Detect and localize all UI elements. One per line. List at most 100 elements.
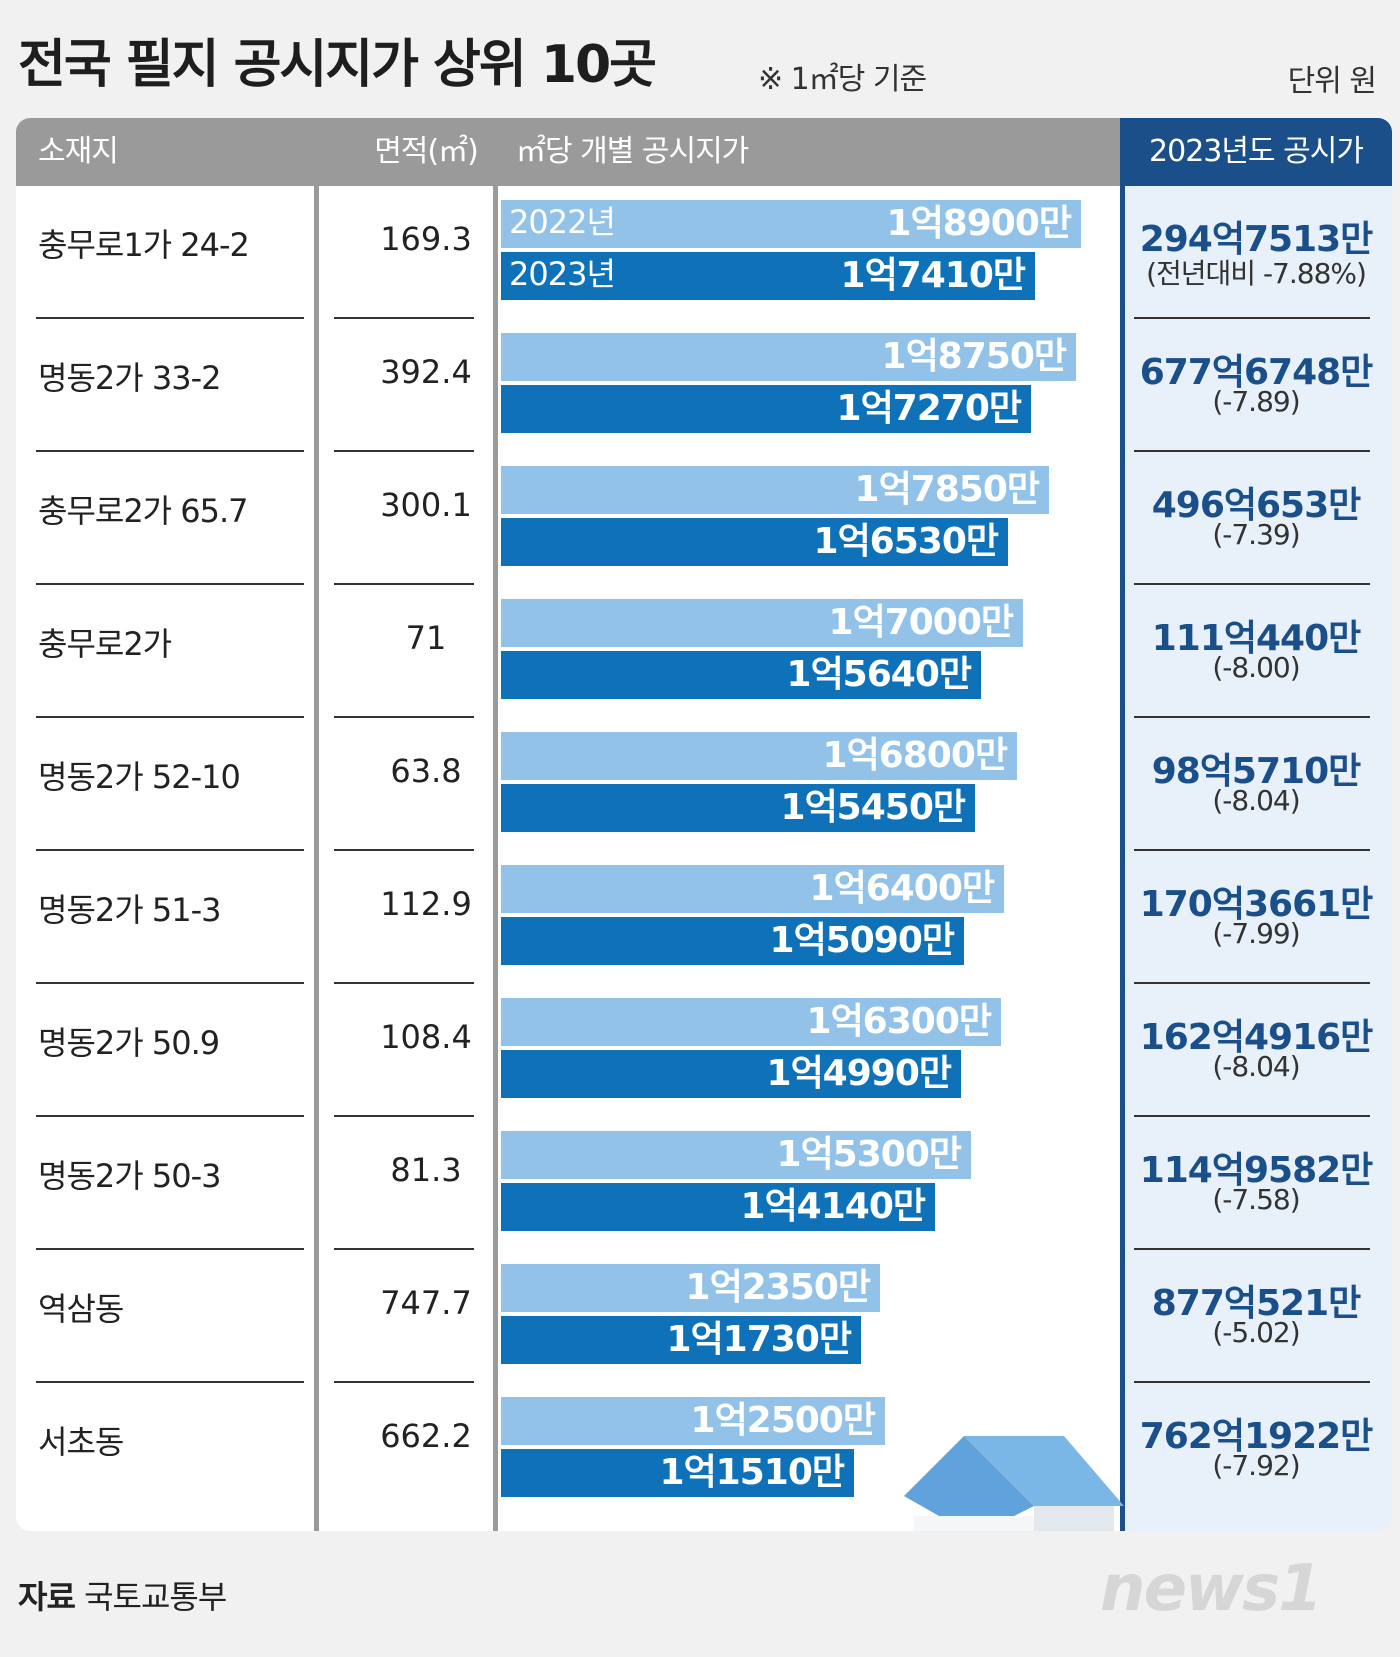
row-divider-location	[36, 716, 304, 718]
unit-label: 단위 원	[1287, 64, 1377, 99]
price-change: (-7.92)	[1212, 1449, 1300, 1482]
location-cell: 역삼동	[38, 1290, 124, 1328]
price-total: 162억4916만	[1139, 1017, 1374, 1058]
location-cell: 명동2가 52-10	[38, 758, 241, 796]
location-cell: 충무로2가 65.7	[38, 492, 249, 530]
header-price-2023: 2023년도 공시가	[1120, 118, 1392, 186]
price-change: (-7.39)	[1212, 518, 1300, 551]
row-divider-price	[1134, 1248, 1370, 1250]
bar-2022-label: 1억7850만	[854, 469, 1040, 510]
row-divider-location	[36, 982, 304, 984]
location-cell: 명동2가 50.9	[38, 1024, 220, 1062]
column-divider-2	[493, 186, 498, 1531]
table-row: 충무로2가 71 1억7000만 1억5640만 111억440만 (-8.00)	[16, 585, 1392, 718]
table-panel: 소재지 면적(㎡) ㎡당 개별 공시지가 2023년도 공시가 충무로1가 24…	[16, 118, 1392, 1531]
row-divider-location	[36, 583, 304, 585]
row-divider-price	[1134, 1115, 1370, 1117]
area-cell: 112.9	[380, 885, 472, 923]
bar-2023: 1억1730만	[501, 1316, 861, 1364]
row-divider-area	[334, 317, 474, 319]
header-location: 소재지	[38, 134, 119, 169]
row-divider-area	[334, 1248, 474, 1250]
bar-2022-label: 1억6400만	[809, 868, 995, 909]
legend-2023: 2023년	[509, 255, 616, 293]
row-divider-location	[36, 1381, 304, 1383]
location-cell: 서초동	[38, 1423, 124, 1461]
chart-title: 전국 필지 공시지가 상위 10곳	[18, 35, 657, 95]
bar-2023-label: 1억7270만	[836, 388, 1022, 429]
area-cell: 63.8	[390, 752, 462, 790]
bar-2023-label: 1억6530만	[813, 521, 999, 562]
price-total: 114억9582만	[1139, 1150, 1374, 1191]
table-row: 서초동 662.2 1억2500만 1억1510만 762억1922만 (-7.92)	[16, 1383, 1392, 1516]
table-row: 충무로2가 65.7 300.1 1억7850만 1억6530만 496억653만 (-7…	[16, 452, 1392, 585]
bar-2023: 1억5090만	[501, 917, 964, 965]
bar-2022: 2022년 1억8900만	[501, 200, 1081, 248]
location-cell: 명동2가 51-3	[38, 891, 221, 929]
row-divider-area	[334, 583, 474, 585]
price-change: (-5.02)	[1212, 1316, 1300, 1349]
bar-2022: 1억2350만	[501, 1264, 880, 1312]
price-total: 677억6748만	[1139, 352, 1374, 393]
bar-2022-label: 1억8900만	[886, 203, 1072, 244]
bar-2023-label: 1억1510만	[659, 1452, 845, 1493]
bar-2023-label: 1억4990만	[766, 1053, 952, 1094]
bar-2022-label: 1억5300만	[776, 1134, 962, 1175]
row-divider-price	[1134, 1381, 1370, 1383]
area-cell: 108.4	[380, 1018, 472, 1056]
title-row: 전국 필지 공시지가 상위 10곳 ※ 1㎡당 기준 단위 원	[18, 18, 1388, 108]
table-row: 명동2가 33-2 392.4 1억8750만 1억7270만 677억6748만 (-7…	[16, 319, 1392, 452]
area-cell: 747.7	[380, 1284, 472, 1322]
area-cell: 662.2	[380, 1417, 472, 1455]
price-change: (-8.04)	[1212, 1050, 1300, 1083]
bar-2022-label: 1억2500만	[690, 1400, 876, 1441]
bar-2023: 1억4990만	[501, 1050, 961, 1098]
bar-2023: 1억1510만	[501, 1449, 854, 1497]
bar-2023: 1억5640만	[501, 651, 981, 699]
table-row: 명동2가 50-3 81.3 1억5300만 1억4140만 114억9582만 (-7.…	[16, 1117, 1392, 1250]
bar-2023: 1억6530만	[501, 518, 1008, 566]
subnote: ※ 1㎡당 기준	[758, 62, 927, 97]
row-divider-location	[36, 450, 304, 452]
table-row: 명동2가 52-10 63.8 1억6800만 1억5450만 98억5710만 (-8.…	[16, 718, 1392, 851]
location-cell: 명동2가 50-3	[38, 1157, 221, 1195]
news1-logo: news1	[1100, 1552, 1323, 1626]
price-change: (-8.00)	[1212, 651, 1300, 684]
location-cell: 충무로2가	[38, 625, 172, 663]
bar-2022: 1억2500만	[501, 1397, 885, 1445]
bar-2022: 1억6400만	[501, 865, 1004, 913]
row-divider-location	[36, 1115, 304, 1117]
table-row: 충무로1가 24-2 169.3 2022년 1억8900만 2023년 1억7410만 2…	[16, 186, 1392, 319]
bar-2022-label: 1억8750만	[881, 336, 1067, 377]
price-change: (-7.89)	[1212, 385, 1300, 418]
price-change: (-8.04)	[1212, 784, 1300, 817]
bar-2023-label: 1억7410만	[840, 255, 1026, 296]
source-note: 자료 국토교통부	[18, 1572, 227, 1618]
row-divider-area	[334, 849, 474, 851]
bar-2022: 1억6300만	[501, 998, 1001, 1046]
area-cell: 71	[405, 619, 447, 657]
bar-2023: 1억7270만	[501, 385, 1031, 433]
price-column-bg	[1120, 118, 1392, 1531]
bar-2023-label: 1억5090만	[769, 920, 955, 961]
price-total: 170억3661만	[1139, 884, 1374, 925]
price-change: (-7.58)	[1212, 1183, 1300, 1216]
header-area: 면적(㎡)	[374, 134, 479, 169]
source-label: 자료	[18, 1578, 76, 1616]
row-divider-location	[36, 317, 304, 319]
price-total: 496억653만	[1151, 485, 1362, 526]
row-divider-location	[36, 849, 304, 851]
source-text: 국토교통부	[84, 1578, 227, 1616]
row-divider-location	[36, 1248, 304, 1250]
location-cell: 충무로1가 24-2	[38, 226, 250, 264]
bar-2022-label: 1억6300만	[806, 1001, 992, 1042]
bar-2022-label: 1억2350만	[685, 1267, 871, 1308]
table-row: 역삼동 747.7 1억2350만 1억1730만 877억521만 (-5.02)	[16, 1250, 1392, 1383]
price-change: (-7.99)	[1212, 917, 1300, 950]
legend-2022: 2022년	[509, 203, 616, 241]
row-divider-price	[1134, 982, 1370, 984]
bar-2023-label: 1억4140만	[740, 1186, 926, 1227]
area-cell: 300.1	[380, 486, 472, 524]
bar-2023: 1억5450만	[501, 784, 975, 832]
bar-2022: 1억7850만	[501, 466, 1049, 514]
